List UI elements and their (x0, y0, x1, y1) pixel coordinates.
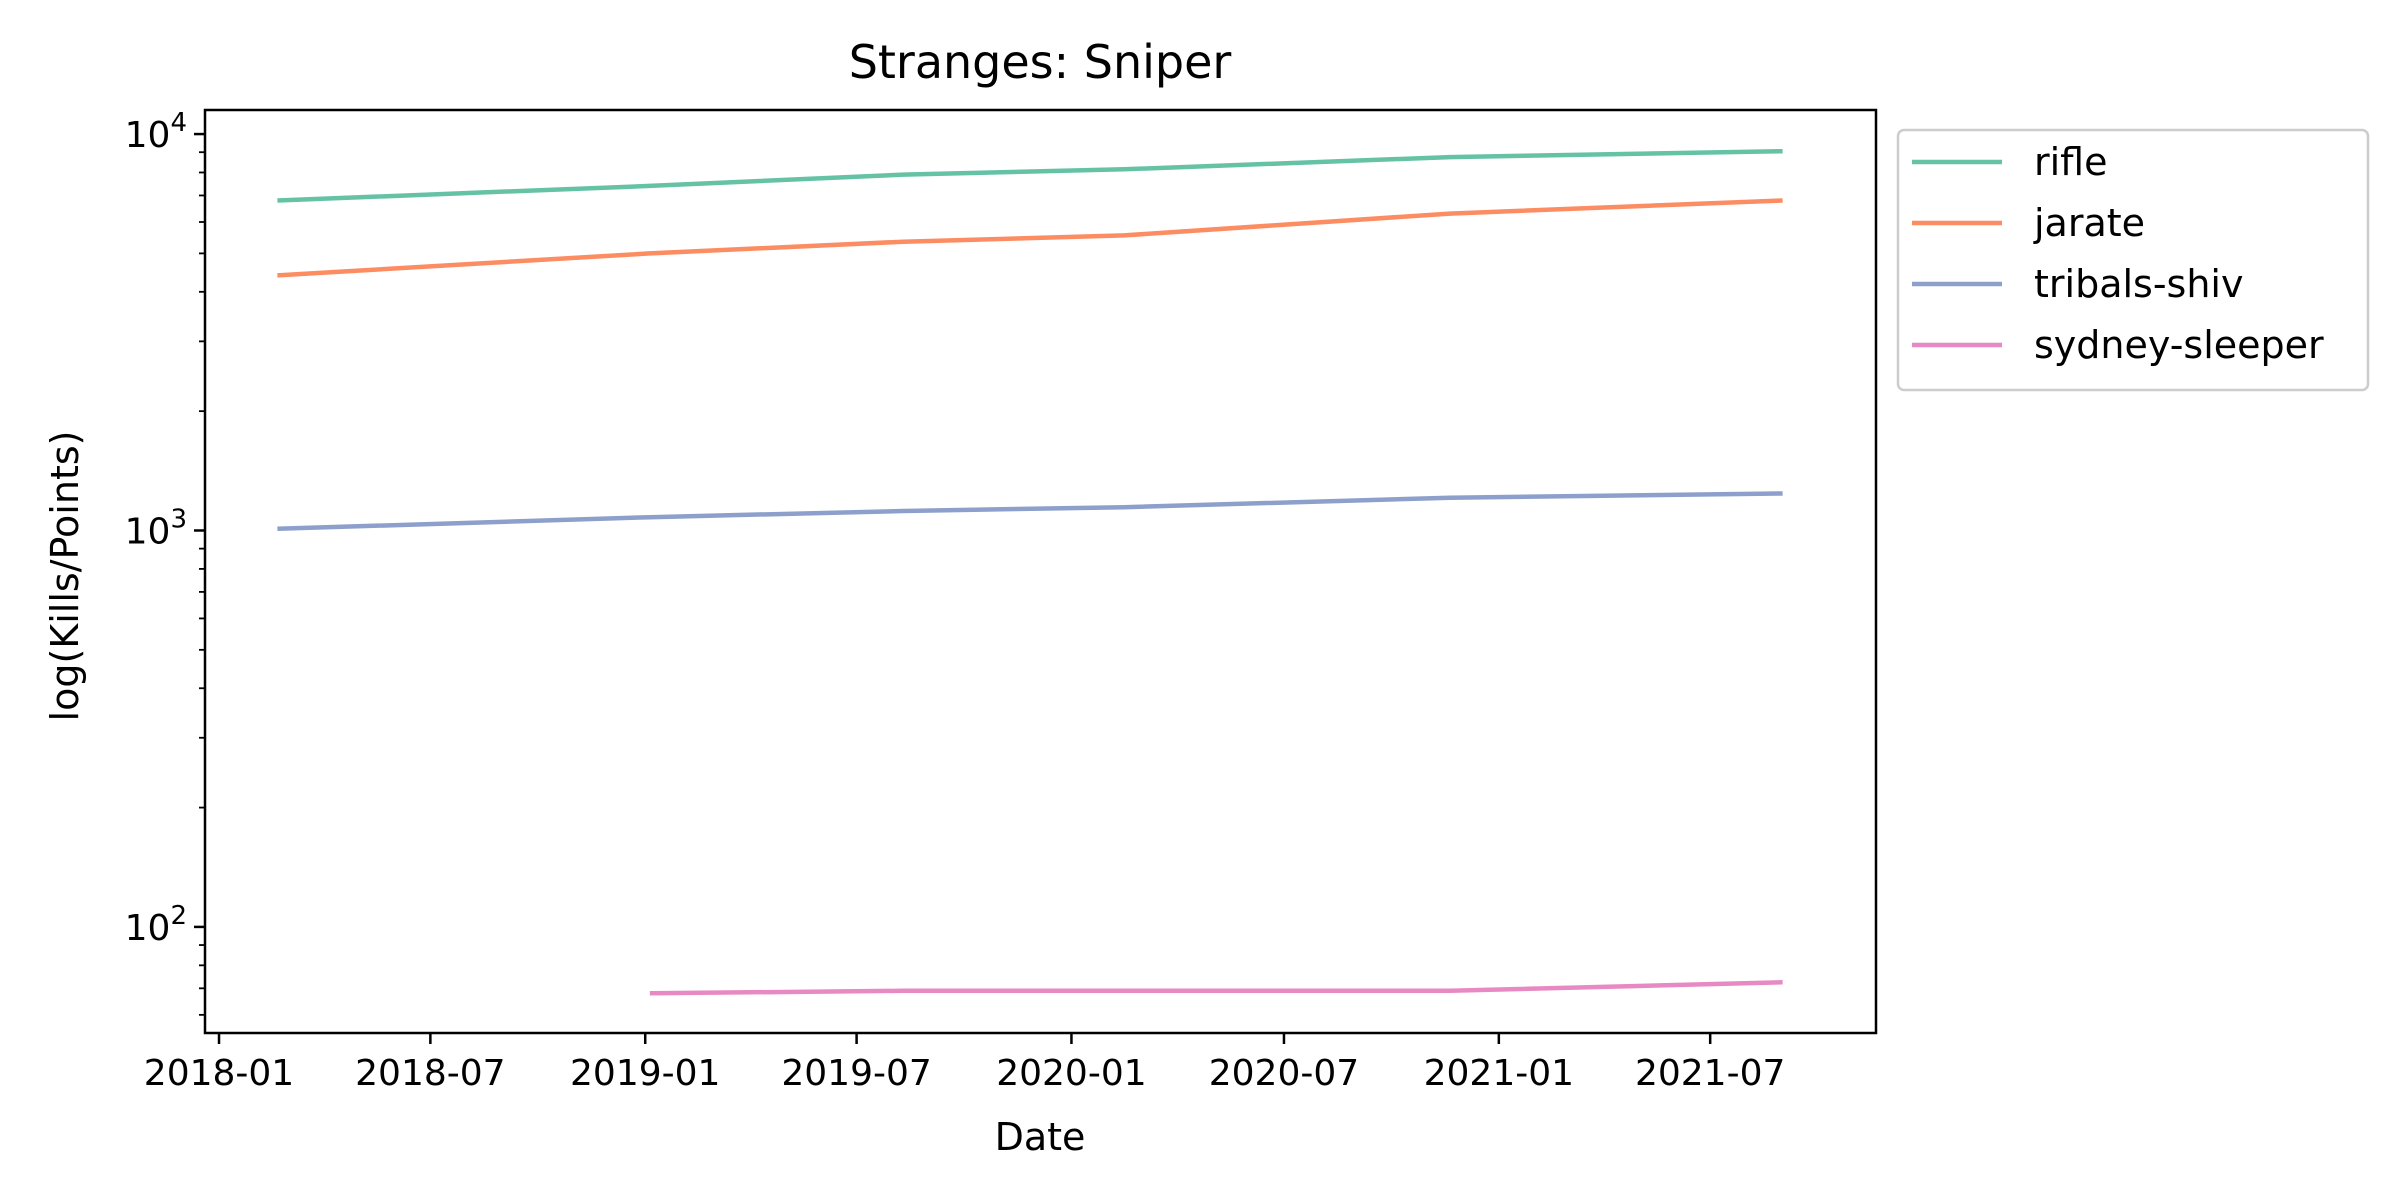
series-line-jarate (277, 198, 1783, 278)
x-tick-label-2020-01: 2020-01 (996, 1053, 1146, 1094)
x-axis-label: Date (995, 1115, 1086, 1159)
plot-area (203, 108, 1878, 1035)
series-line-tribals-shiv (277, 491, 1783, 532)
x-tick-label-2019-07: 2019-07 (781, 1053, 931, 1094)
y-tick-label-100: 102 (125, 901, 187, 949)
x-tick-label-2021-01: 2021-01 (1424, 1053, 1574, 1094)
x-axis: 2018-01 2018-07 2019-01 2019-07 2020-01 2020-… (144, 1033, 1785, 1094)
legend: rifle jarate tribals-shiv sydney-sleeper (1896, 128, 2370, 392)
y-axis-label: log(Kills/Points) (43, 431, 87, 722)
plot-frame (203, 108, 1878, 1035)
chart-title: Stranges: Sniper (849, 35, 1232, 89)
y-tick-label-10000: 104 (125, 108, 187, 156)
legend-label-jarate: jarate (2033, 201, 2145, 245)
series-line-rifle (277, 148, 1783, 203)
legend-label-rifle: rifle (2034, 140, 2108, 184)
y-tick-label-1000: 103 (125, 504, 187, 552)
x-tick-label-2019-01: 2019-01 (570, 1053, 720, 1094)
legend-label-tribals-shiv: tribals-shiv (2034, 262, 2243, 306)
legend-frame (1896, 128, 2370, 392)
x-tick-label-2018-07: 2018-07 (355, 1053, 505, 1094)
x-tick-label-2018-01: 2018-01 (144, 1053, 294, 1094)
series-line-sydney-sleeper (649, 980, 1783, 996)
y-axis: 102 103 104 (125, 108, 205, 1016)
x-tick-label-2021-07: 2021-07 (1635, 1053, 1785, 1094)
x-tick-label-2020-07: 2020-07 (1209, 1053, 1359, 1094)
legend-label-sydney-sleeper: sydney-sleeper (2034, 323, 2324, 367)
